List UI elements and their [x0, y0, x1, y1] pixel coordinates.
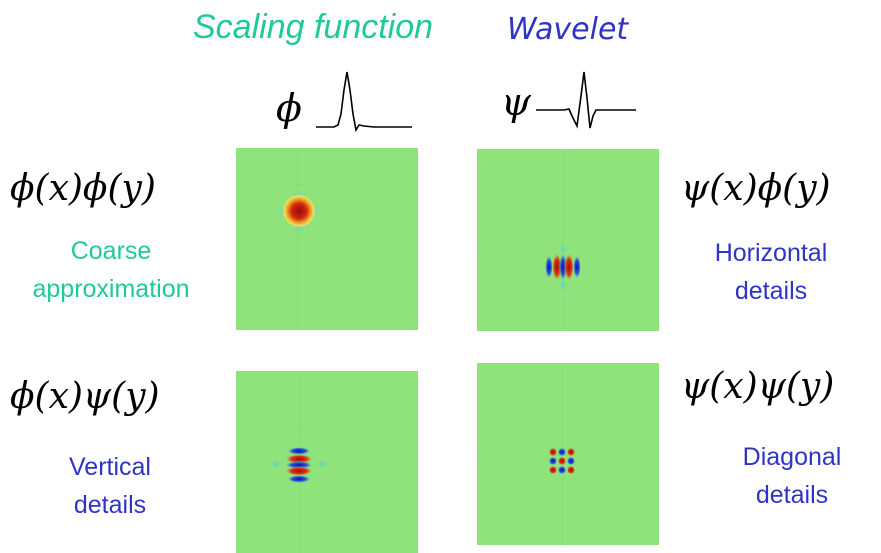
horizontal-label-line2: details	[734, 277, 808, 305]
vertical-details-image	[236, 371, 418, 553]
coarse-approximation-label: Coarse approximation	[0, 232, 222, 308]
horizontal-details-image	[477, 149, 659, 331]
wavelet-header: Wavelet	[507, 12, 629, 47]
coarse-approximation-image	[236, 148, 418, 330]
coarse-label-line1: Coarse	[70, 237, 152, 265]
formula-psi-x-phi-y: ψ(x)ϕ(y)	[681, 168, 831, 209]
diagonal-label-line1: Diagonal	[742, 443, 842, 471]
horizontal-label-line1: Horizontal	[714, 239, 828, 267]
phi-symbol: ϕ	[276, 86, 302, 130]
wavelet-waveform	[536, 71, 636, 129]
scaling-function-header: Scaling function	[193, 8, 434, 46]
horizontal-details-label: Horizontal details	[676, 234, 866, 310]
diagonal-details-label: Diagonal details	[714, 438, 870, 514]
coarse-label-line2: approximation	[32, 275, 190, 303]
diagonal-details-image	[477, 363, 659, 545]
formula-psi-x-psi-y: ψ(x)ψ(y)	[681, 366, 835, 407]
vertical-label-line2: details	[73, 491, 147, 519]
formula-phi-x-phi-y: ϕ(x)ϕ(y)	[10, 168, 156, 209]
formula-phi-x-psi-y: ϕ(x)ψ(y)	[10, 376, 160, 417]
vertical-label-line1: Vertical	[69, 453, 151, 481]
vertical-details-label: Vertical details	[40, 448, 180, 524]
diagonal-label-line2: details	[755, 481, 829, 509]
scaling-function-waveform	[316, 71, 412, 132]
psi-symbol: ψ	[501, 80, 531, 124]
